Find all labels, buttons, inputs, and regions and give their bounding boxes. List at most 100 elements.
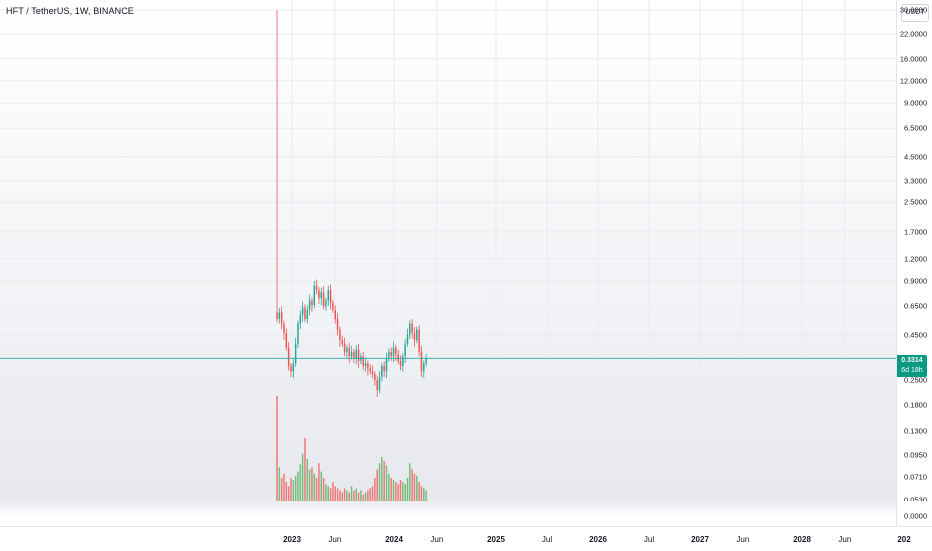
candle-body	[332, 302, 334, 310]
candle-body	[406, 334, 409, 344]
volume-bar	[404, 484, 406, 501]
volume-bar	[304, 438, 306, 501]
volume-bar	[308, 469, 311, 501]
price-tick-label: 22.0000	[899, 29, 927, 39]
candle-body	[276, 312, 278, 320]
volume-bar	[346, 490, 348, 501]
volume-bar	[378, 463, 381, 501]
candle-body	[353, 351, 355, 359]
volume-bar	[294, 475, 297, 501]
candle-body	[383, 365, 385, 372]
time-tick-label: Jul	[541, 535, 553, 544]
volume-bar	[390, 477, 392, 501]
zero-tick-label: 0.0000	[904, 511, 927, 521]
candle-body	[348, 347, 350, 357]
volume-bar	[423, 488, 425, 501]
time-axis[interactable]: 2023 Jun 2024 Jun 2025 Jul 2026 Jul 2027 Jun 2028 J…	[0, 526, 932, 551]
volume-bar	[350, 486, 353, 501]
time-tick-label: 2026	[589, 535, 607, 544]
time-tick-label: Jun	[838, 535, 852, 544]
volume-bar	[341, 492, 343, 501]
time-tick-label: Jul	[643, 535, 655, 544]
candle-body	[322, 292, 325, 307]
price-tick-label: 0.1800	[904, 400, 927, 410]
candle-body	[413, 332, 416, 340]
price-tick-label: 0.4500	[904, 330, 927, 340]
volume-bar	[292, 480, 295, 501]
candle-body	[318, 290, 320, 299]
volume-bar	[360, 490, 362, 501]
candle-body	[357, 349, 360, 362]
chart-plot-area[interactable]: HFT / TetherUS, 1W, BINANCE	[0, 0, 896, 501]
candle-body	[320, 292, 323, 299]
price-tick-label: 0.2500	[904, 375, 927, 385]
candle-body	[292, 363, 295, 372]
price-tick-label: 12.0000	[899, 76, 927, 86]
volume-bar	[385, 465, 388, 501]
volume-bar	[425, 490, 427, 501]
volume-bar	[392, 480, 395, 501]
candle-body	[425, 358, 427, 364]
candle-body	[294, 343, 297, 364]
time-tick-label: 2023	[283, 535, 301, 544]
candle-body	[306, 309, 309, 320]
volume-bar	[406, 477, 409, 501]
volume-bar	[301, 453, 304, 501]
volume-bar	[418, 482, 420, 501]
volume-bar	[355, 488, 357, 501]
volume-bar	[420, 486, 423, 501]
candle-body	[397, 354, 399, 362]
candle-body	[355, 349, 357, 359]
volume-bar	[409, 463, 411, 501]
volume-bar	[367, 490, 369, 501]
volume-bar	[276, 396, 278, 501]
candle-body	[362, 356, 364, 366]
volume-bar	[290, 477, 292, 501]
volume-bar	[395, 482, 397, 501]
candle-body	[371, 371, 374, 375]
volume-bar	[339, 490, 341, 501]
volume-bar	[374, 477, 376, 501]
volume-bar	[325, 484, 327, 501]
time-tick-label: Jun	[430, 535, 444, 544]
price-tick-label: 30.0000	[899, 5, 927, 15]
candle-body	[395, 347, 397, 355]
candle-body	[376, 380, 378, 390]
candle-body	[334, 309, 336, 320]
volume-bar	[364, 492, 367, 501]
currency-button[interactable]: USDT	[901, 4, 929, 22]
volume-bar	[327, 486, 330, 501]
candle-body	[301, 307, 304, 316]
candle-body	[364, 363, 367, 366]
pane-separator[interactable]	[0, 501, 896, 526]
price-tick-label: 0.1300	[904, 426, 927, 436]
candle-body	[285, 332, 288, 348]
candle-body	[327, 290, 330, 301]
price-axis[interactable]: USDT 30.0000 22.0000 16.0000 12.0000 9.0000 6…	[896, 0, 932, 505]
volume-bar	[334, 486, 336, 501]
volume-bar	[388, 473, 390, 501]
candle-body	[418, 329, 420, 352]
price-tick-label: 1.7000	[904, 227, 927, 237]
volume-bar	[285, 482, 288, 501]
candlestick-chart[interactable]	[0, 0, 896, 501]
volume-bar	[397, 484, 399, 501]
candle-body	[390, 351, 392, 357]
candle-body	[304, 307, 306, 320]
volume-bar	[362, 494, 364, 501]
last-price-value: 0.3314	[901, 357, 923, 364]
candle-body	[290, 365, 292, 372]
time-tick-label: Jun	[328, 535, 342, 544]
time-tick-label: 202	[897, 535, 911, 544]
candle-body	[374, 374, 376, 381]
last-price-tag: 0.3314 6d 18h	[897, 355, 927, 377]
volume-bar	[332, 482, 334, 501]
candle-body	[416, 329, 418, 340]
volume-bar	[376, 469, 378, 501]
time-tick-label: 2024	[385, 535, 403, 544]
volume-axis: 0.0000	[896, 501, 932, 526]
chart-title: HFT / TetherUS, 1W, BINANCE	[6, 6, 134, 16]
candle-body	[280, 312, 283, 324]
candle-body	[283, 323, 285, 333]
volume-bar	[311, 467, 313, 501]
